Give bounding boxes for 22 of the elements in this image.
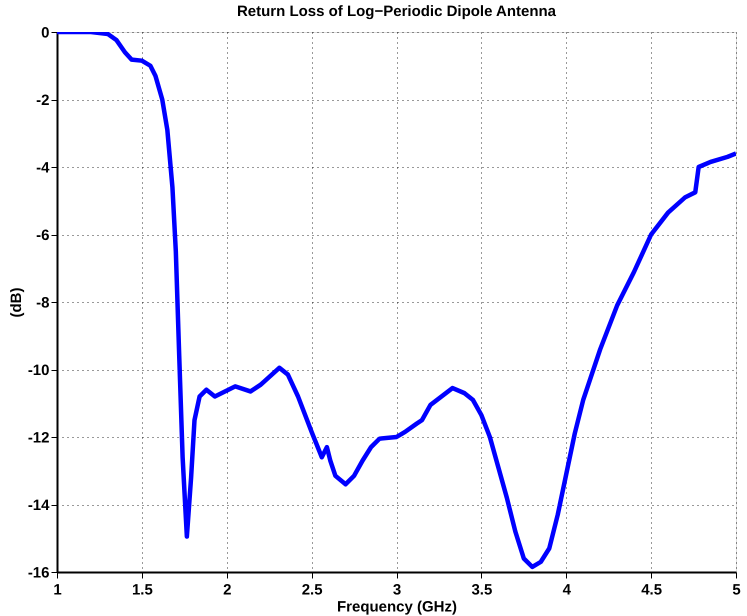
x-tick-label: 3.5 [471,582,492,598]
x-tick-label: 4.5 [641,582,662,598]
y-tick-label: 0 [41,24,50,42]
y-tick-label: -16 [28,564,50,582]
x-tick-label: 3 [392,582,402,598]
y-axis-title: (dB) [8,288,25,318]
x-tick-label: 2.5 [302,582,323,598]
x-tick-label: 2 [223,582,232,598]
chart-title: Return Loss of Log−Periodic Dipole Antenna [236,3,557,20]
y-tick-label: -8 [36,294,50,312]
y-tick-label: -10 [28,362,50,379]
line-series [57,32,736,570]
x-tick-label: 5 [732,582,741,598]
y-tick-label: -12 [28,430,50,446]
y-tick-label: -2 [36,92,50,109]
x-tick-label: 4 [562,582,572,598]
y-tick-label: -4 [36,160,50,176]
x-tick-label: 1.5 [132,582,153,598]
x-tick-label: 1 [53,582,62,598]
y-tick-label: -14 [28,497,50,514]
y-tick-label: -6 [36,227,50,244]
x-axis-title: Frequency (GHz) [336,598,458,616]
